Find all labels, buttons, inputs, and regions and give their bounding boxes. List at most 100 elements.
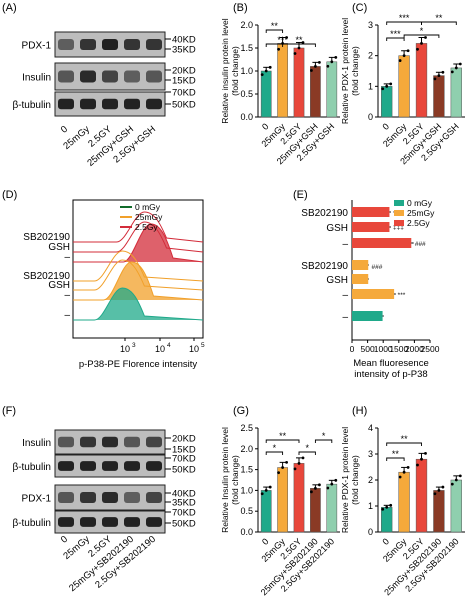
y-tick-label: 2 xyxy=(368,51,373,61)
significance-label: ** xyxy=(295,35,303,45)
blot-row-label: PDX-1 xyxy=(22,494,52,505)
x-tick-label: 0 xyxy=(380,536,391,547)
data-point xyxy=(450,70,454,74)
significance-label: * xyxy=(322,431,326,441)
blot-band xyxy=(102,492,118,503)
marker-label: 40KD xyxy=(172,489,196,500)
legend-label: 2.5Gy xyxy=(135,222,158,232)
marker-label: 15KD xyxy=(172,76,196,87)
legend-label: 0 mGy xyxy=(407,198,433,208)
marker-label: 20KD xyxy=(172,434,196,445)
data-point xyxy=(458,62,462,66)
bar-category-label: GSH xyxy=(326,275,348,286)
y-tick-label: 0 xyxy=(368,527,373,537)
blot-band xyxy=(58,517,74,527)
blot-band xyxy=(80,492,96,503)
blot-row-label: Insulin xyxy=(22,73,51,84)
significance-label: ** xyxy=(271,21,279,31)
significance-label: ** xyxy=(279,431,287,441)
y-tick-label: 1.5 xyxy=(240,465,253,475)
data-point xyxy=(268,485,272,489)
x-tick-exponent: 3 xyxy=(132,342,136,349)
data-point xyxy=(310,69,313,72)
bar xyxy=(450,479,462,533)
bar-category-label: SB202190 xyxy=(301,208,348,219)
data-point xyxy=(458,474,462,478)
data-point xyxy=(433,492,437,496)
y-tick-label: 1.0 xyxy=(240,485,253,495)
marker-label: 20KD xyxy=(172,66,196,77)
y-tick-label: 0 xyxy=(368,112,373,122)
x-tick-base: 10 xyxy=(189,344,199,354)
histogram-trace xyxy=(73,211,204,243)
x-tick-label: 1000 xyxy=(374,344,393,354)
data-point xyxy=(381,507,385,511)
bar xyxy=(310,66,321,118)
data-point xyxy=(454,478,458,482)
bar xyxy=(326,483,338,533)
significance-label: ### xyxy=(371,264,382,271)
bar xyxy=(433,75,445,118)
bar xyxy=(433,490,445,533)
x-tick-label: 2500 xyxy=(421,344,440,354)
significance-bracket xyxy=(386,37,405,41)
data-point xyxy=(441,485,445,489)
bar-category-label: – xyxy=(342,312,348,323)
panel-label-g: (G) xyxy=(233,405,249,417)
data-point xyxy=(385,84,389,88)
y-tick-label: 0.0 xyxy=(240,112,253,122)
data-point xyxy=(416,463,419,467)
blot-band xyxy=(124,70,140,83)
histogram-trace xyxy=(73,261,204,301)
blot-row-label: PDX-1 xyxy=(22,41,52,52)
blot-band xyxy=(124,436,140,448)
significance-bracket xyxy=(421,21,457,25)
data-point xyxy=(293,52,297,55)
data-point xyxy=(424,36,427,39)
blot-band xyxy=(102,517,118,527)
x-axis-label: Mean fluoresence xyxy=(353,358,429,369)
data-point xyxy=(450,482,454,486)
marker-label: 70KD xyxy=(172,508,196,519)
panel-label-e: (E) xyxy=(293,189,308,201)
data-point xyxy=(314,486,317,490)
data-point xyxy=(297,46,301,50)
blot-band xyxy=(102,70,118,83)
significance-bracket xyxy=(298,451,316,455)
significance-label: * xyxy=(305,443,309,453)
x-tick-label: 500 xyxy=(361,344,375,354)
bar xyxy=(277,43,288,118)
blot-band xyxy=(102,98,118,110)
panel-label-b: (B) xyxy=(233,2,248,14)
data-point xyxy=(406,49,410,53)
data-point xyxy=(264,489,268,492)
x-tick-label: 2000 xyxy=(405,344,424,354)
data-point xyxy=(424,451,427,455)
data-point xyxy=(293,467,297,471)
plot-frame xyxy=(72,199,204,339)
y-tick-label: 3 xyxy=(368,20,373,30)
y-tick-label: 4 xyxy=(368,423,373,433)
x-tick-base: 10 xyxy=(155,344,165,354)
data-point xyxy=(334,55,338,59)
data-point xyxy=(330,482,334,486)
data-point xyxy=(260,73,264,77)
blot-row-label: Insulin xyxy=(22,438,51,449)
bar xyxy=(260,490,272,533)
blot-band xyxy=(124,517,140,527)
legend-label: 0 mGy xyxy=(135,202,161,212)
data-point xyxy=(301,41,305,44)
significance-label: ### xyxy=(415,241,426,248)
histogram-row-label: SB202190 xyxy=(23,232,70,243)
histogram-row-label: GSH xyxy=(48,280,70,291)
blot-band xyxy=(80,39,96,50)
blot-band xyxy=(80,461,96,471)
bar xyxy=(352,289,395,299)
bar xyxy=(293,463,305,533)
blot-band xyxy=(146,461,162,471)
y-tick-label: 2.5 xyxy=(240,423,253,433)
